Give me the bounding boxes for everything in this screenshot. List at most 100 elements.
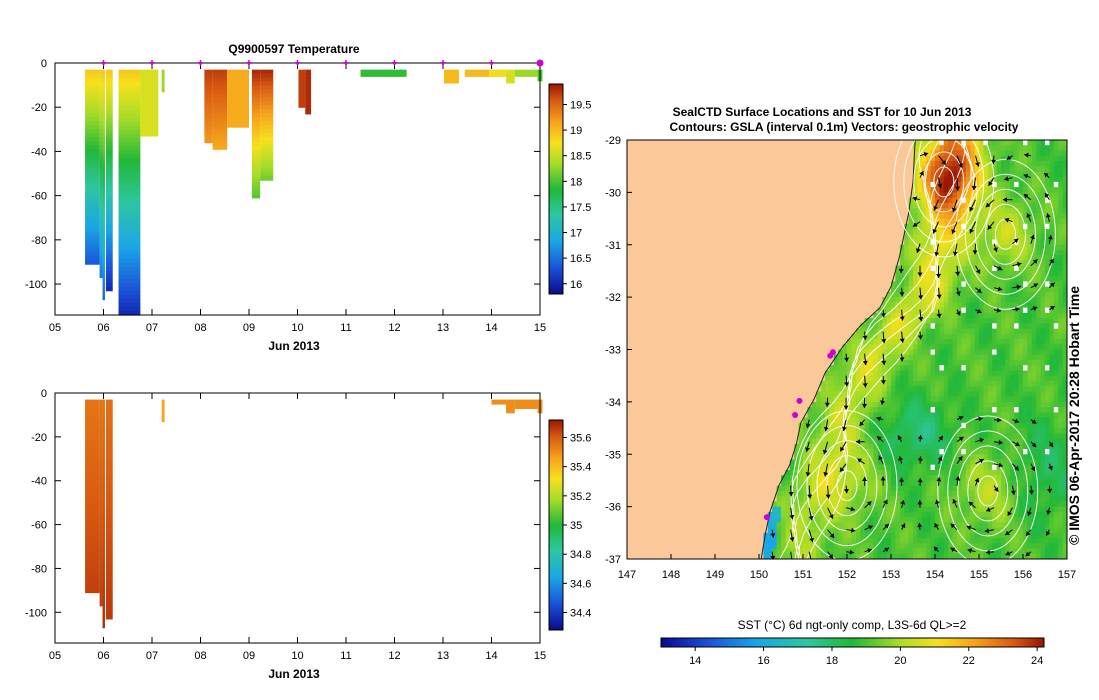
sst-cell [895,281,901,288]
sst-cell [935,318,940,324]
sst-cell [917,496,923,502]
sst-cell [992,260,998,267]
sst-cell [798,532,804,539]
sst-cell [864,333,870,340]
sst-cell [921,428,927,434]
cast-cell [506,408,515,414]
cast-cell [102,93,105,99]
cast-cell [105,535,113,540]
sst-cell [1027,223,1033,230]
cast-8 [514,399,538,409]
sst-cell [948,192,954,199]
sst-cell [820,522,826,529]
cast-cell [102,611,105,617]
cast-cell [105,586,113,592]
sst-cell [935,197,940,204]
sst-cell [1018,396,1024,403]
sst-cell [948,302,954,309]
sst-cell [794,543,800,550]
sst-cell [1023,349,1028,356]
sst-cell [1023,522,1028,529]
sst-cell [908,349,914,356]
sst-cell [948,396,954,403]
sst-cell [855,449,861,455]
sst-cell [974,344,980,351]
sst-cell [829,386,835,392]
sst-cell [917,548,923,555]
sst-cell [926,480,932,487]
sst-cell [803,464,808,471]
sst-cell [921,302,927,309]
cast-cell [105,415,113,421]
sst-cell [1023,470,1028,476]
sst-cell [1031,223,1037,230]
sst-cell [1031,302,1037,309]
sst-cell [1001,386,1006,392]
cast-cell [102,467,105,473]
sst-cell [930,270,936,277]
sst-cell [913,161,918,167]
sst-cell [979,496,984,502]
sst-cell [930,276,936,282]
sst-cell [829,506,835,513]
cast-cell [251,89,261,95]
sst-cell [935,506,940,513]
sst-cell [987,543,993,550]
cast-cell [298,98,306,104]
sst-cell [952,323,958,330]
cast-cell [105,162,113,167]
sst-cell [882,375,888,382]
sst-cell [1018,281,1024,288]
cast-cell [85,137,100,142]
cast-cell [140,77,159,82]
cast-cell [102,226,105,232]
surface-marker-head [343,62,349,66]
sst-cell [825,391,830,398]
sst-cell [948,490,954,497]
sst-cell [886,459,892,466]
sst-cell [1005,449,1011,455]
sst-cell [957,349,962,356]
sst-cell [926,449,932,455]
sst-cell [1009,181,1015,188]
sst-cell [1036,490,1042,497]
sst-cell [1027,511,1033,518]
sst-cell [833,522,839,529]
sst-cell [820,506,826,513]
sst-cell [961,360,967,366]
sst-cell [952,480,958,487]
cast-cell [99,241,103,247]
sst-cell [811,422,817,429]
cast-cell [99,261,103,267]
sst-cell [1049,375,1055,382]
sst-cell [948,543,954,550]
sst-cell [1009,229,1015,235]
sst-cell [1040,349,1046,356]
sst-cell [943,475,949,481]
sst-cell [987,538,993,544]
sst-cell [899,302,905,309]
sst-cell [1023,553,1028,559]
cast-cell [85,228,100,233]
cast-cell [102,247,105,252]
cast-cell [105,234,113,240]
sst-cell [970,176,976,183]
sst-cell [838,543,844,550]
sst-cell [926,197,932,204]
sst-cell [1027,202,1033,209]
sst-cell [798,543,804,550]
sst-cell [921,218,927,225]
sst-cell [948,475,954,481]
sst-cell [935,511,940,518]
x-tick-label: 09 [243,650,255,662]
sst-cell [785,485,791,492]
sst-cell [1031,265,1037,272]
sst-cell [904,538,910,544]
sst-cell [1045,323,1050,330]
cast-cell [227,110,249,116]
sst-cell [860,475,866,481]
cast-cell [260,144,274,150]
cast-cell [118,278,141,284]
cast-cell [99,562,103,567]
sst-cell [996,244,1002,251]
